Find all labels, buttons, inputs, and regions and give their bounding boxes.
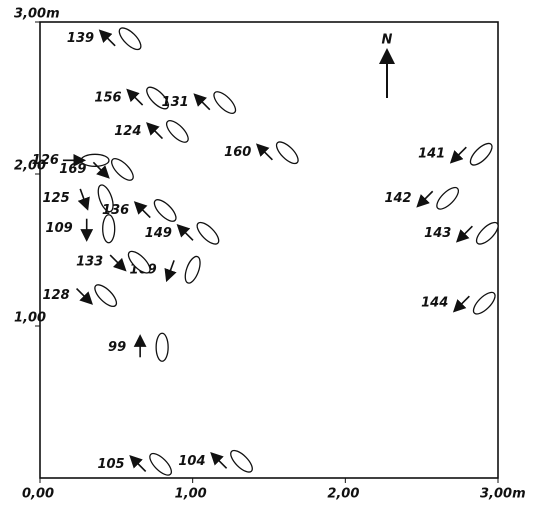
fish-label: 169: [59, 162, 86, 177]
y-tick-label: 3,00m: [14, 7, 60, 22]
fish: [155, 332, 169, 362]
fish-label: 126: [32, 153, 59, 168]
heading-arrow: [77, 188, 90, 211]
fish: [230, 449, 253, 473]
fish-label: 142: [384, 191, 411, 206]
heading-arrow: [164, 260, 177, 283]
fish-label: 149: [145, 226, 172, 241]
heading-arrow: [193, 93, 211, 111]
fish-label: 133: [76, 255, 103, 270]
fish: [275, 141, 299, 165]
fish-label: 143: [424, 226, 451, 241]
fish-label: 128: [43, 288, 70, 303]
y-tick-label: 1,00: [14, 311, 46, 326]
heading-arrow: [455, 225, 473, 243]
fish-label: 141: [418, 147, 445, 162]
fish: [153, 199, 177, 222]
heading-arrow: [449, 146, 467, 164]
north-label: N: [382, 33, 393, 48]
fish: [196, 221, 220, 245]
heading-arrow: [126, 88, 144, 106]
heading-arrow: [452, 295, 470, 313]
fish: [184, 255, 201, 284]
heading-arrow: [76, 287, 93, 305]
heading-arrow: [255, 143, 273, 161]
fish: [94, 284, 118, 308]
fish-label: 104: [178, 454, 205, 469]
fish: [118, 27, 142, 51]
fish-label: 105: [97, 457, 124, 472]
fish: [165, 120, 189, 143]
fish: [436, 186, 460, 210]
heading-arrow: [129, 454, 147, 472]
fish-label: 139: [67, 31, 94, 46]
fish: [97, 184, 114, 213]
heading-arrow: [210, 451, 228, 469]
heading-arrow: [98, 29, 116, 47]
fish-label: 124: [114, 124, 141, 139]
y-tick-label: 2,00: [14, 159, 46, 174]
heading-arrow: [92, 161, 110, 179]
fish-label: 160: [224, 145, 251, 160]
fish: [146, 86, 169, 110]
fish-label: 144: [421, 296, 448, 311]
heading-arrow: [109, 254, 127, 272]
fish-label: 109: [46, 221, 73, 236]
fish: [475, 221, 499, 245]
heading-arrow: [416, 190, 434, 208]
fish: [149, 452, 173, 476]
fish-label: 131: [162, 95, 189, 110]
fish-label: 125: [43, 191, 70, 206]
fish-label: 156: [94, 91, 121, 106]
plot-frame: [39, 21, 499, 479]
heading-arrow: [133, 201, 151, 219]
x-tick-label: 2,00: [327, 487, 359, 502]
x-tick-label: 1,00: [175, 487, 207, 502]
fish: [469, 142, 493, 166]
heading-arrow: [146, 122, 164, 140]
heading-arrow: [176, 223, 194, 241]
x-tick-label: 3,00m: [480, 487, 526, 502]
fish: [127, 250, 151, 274]
fish: [111, 158, 134, 181]
fish: [472, 291, 496, 315]
x-tick-label: 0,00: [22, 487, 54, 502]
fish-label: 99: [108, 340, 126, 355]
fish: [213, 91, 237, 114]
fish: [102, 214, 116, 244]
